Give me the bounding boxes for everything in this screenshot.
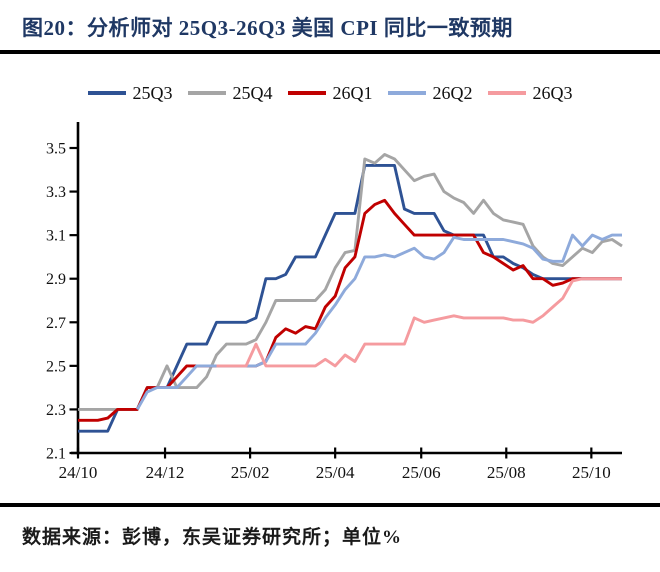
legend-item-26q3: 26Q3 xyxy=(487,82,573,104)
cpi-forecast-chart: 3.5 3.3 3.1 2.9 2.7 2.5 2.3 2.1 24/10 24/12 25/02 2… xyxy=(0,108,660,500)
title-divider xyxy=(0,50,660,54)
legend-label: 25Q3 xyxy=(132,82,173,103)
y-tick-label: 2.9 xyxy=(46,271,66,288)
legend-label: 26Q1 xyxy=(332,82,373,103)
legend-line-swatch xyxy=(87,91,126,95)
x-tick-label: 24/12 xyxy=(146,463,185,482)
legend-item-25q3: 25Q3 xyxy=(87,82,173,104)
x-tick-label: 25/04 xyxy=(316,463,355,482)
series-line-25q4 xyxy=(78,153,623,411)
chart-legend: 25Q3 25Q4 26Q1 26Q2 26Q3 xyxy=(0,80,660,106)
legend-item-26q2: 26Q2 xyxy=(387,82,473,104)
legend-item-25q4: 25Q4 xyxy=(187,82,273,104)
x-tick-label: 25/02 xyxy=(231,463,270,482)
legend-label: 26Q2 xyxy=(432,82,473,103)
y-tick-label: 2.5 xyxy=(46,358,66,375)
legend-item-26q1: 26Q1 xyxy=(287,82,373,104)
x-tick-label: 25/10 xyxy=(572,463,611,482)
y-tick-label: 3.3 xyxy=(46,184,66,201)
y-tick-label: 2.3 xyxy=(46,402,66,419)
legend-line-swatch xyxy=(287,91,326,95)
footer-divider xyxy=(0,503,660,507)
x-tick-label: 25/08 xyxy=(487,463,526,482)
source-note: 数据来源：彭博，东吴证券研究所；单位% xyxy=(22,527,403,548)
y-tick-label: 3.1 xyxy=(46,228,66,245)
series-line-26q1 xyxy=(78,198,622,422)
series-line-26q2 xyxy=(136,233,622,411)
legend-label: 26Q3 xyxy=(532,82,573,103)
y-tick-label: 2.7 xyxy=(46,315,66,332)
y-tick-label: 3.5 xyxy=(46,141,66,158)
legend-line-swatch xyxy=(187,91,226,95)
line-chart-canvas: 3.5 3.3 3.1 2.9 2.7 2.5 2.3 2.124/10 24/12 25/02 2… xyxy=(46,122,623,482)
series-line-26q3 xyxy=(216,277,622,368)
x-tick-label: 24/10 xyxy=(59,463,98,482)
legend-line-swatch xyxy=(487,91,526,95)
figure-title: 图20：分析师对 25Q3-26Q3 美国 CPI 同比一致预期 xyxy=(22,16,513,40)
x-tick-label: 25/06 xyxy=(402,463,441,482)
series-line-25q3 xyxy=(78,163,622,433)
legend-line-swatch xyxy=(387,91,426,95)
y-tick-label: 2.1 xyxy=(46,446,66,463)
legend-label: 25Q4 xyxy=(232,82,273,103)
